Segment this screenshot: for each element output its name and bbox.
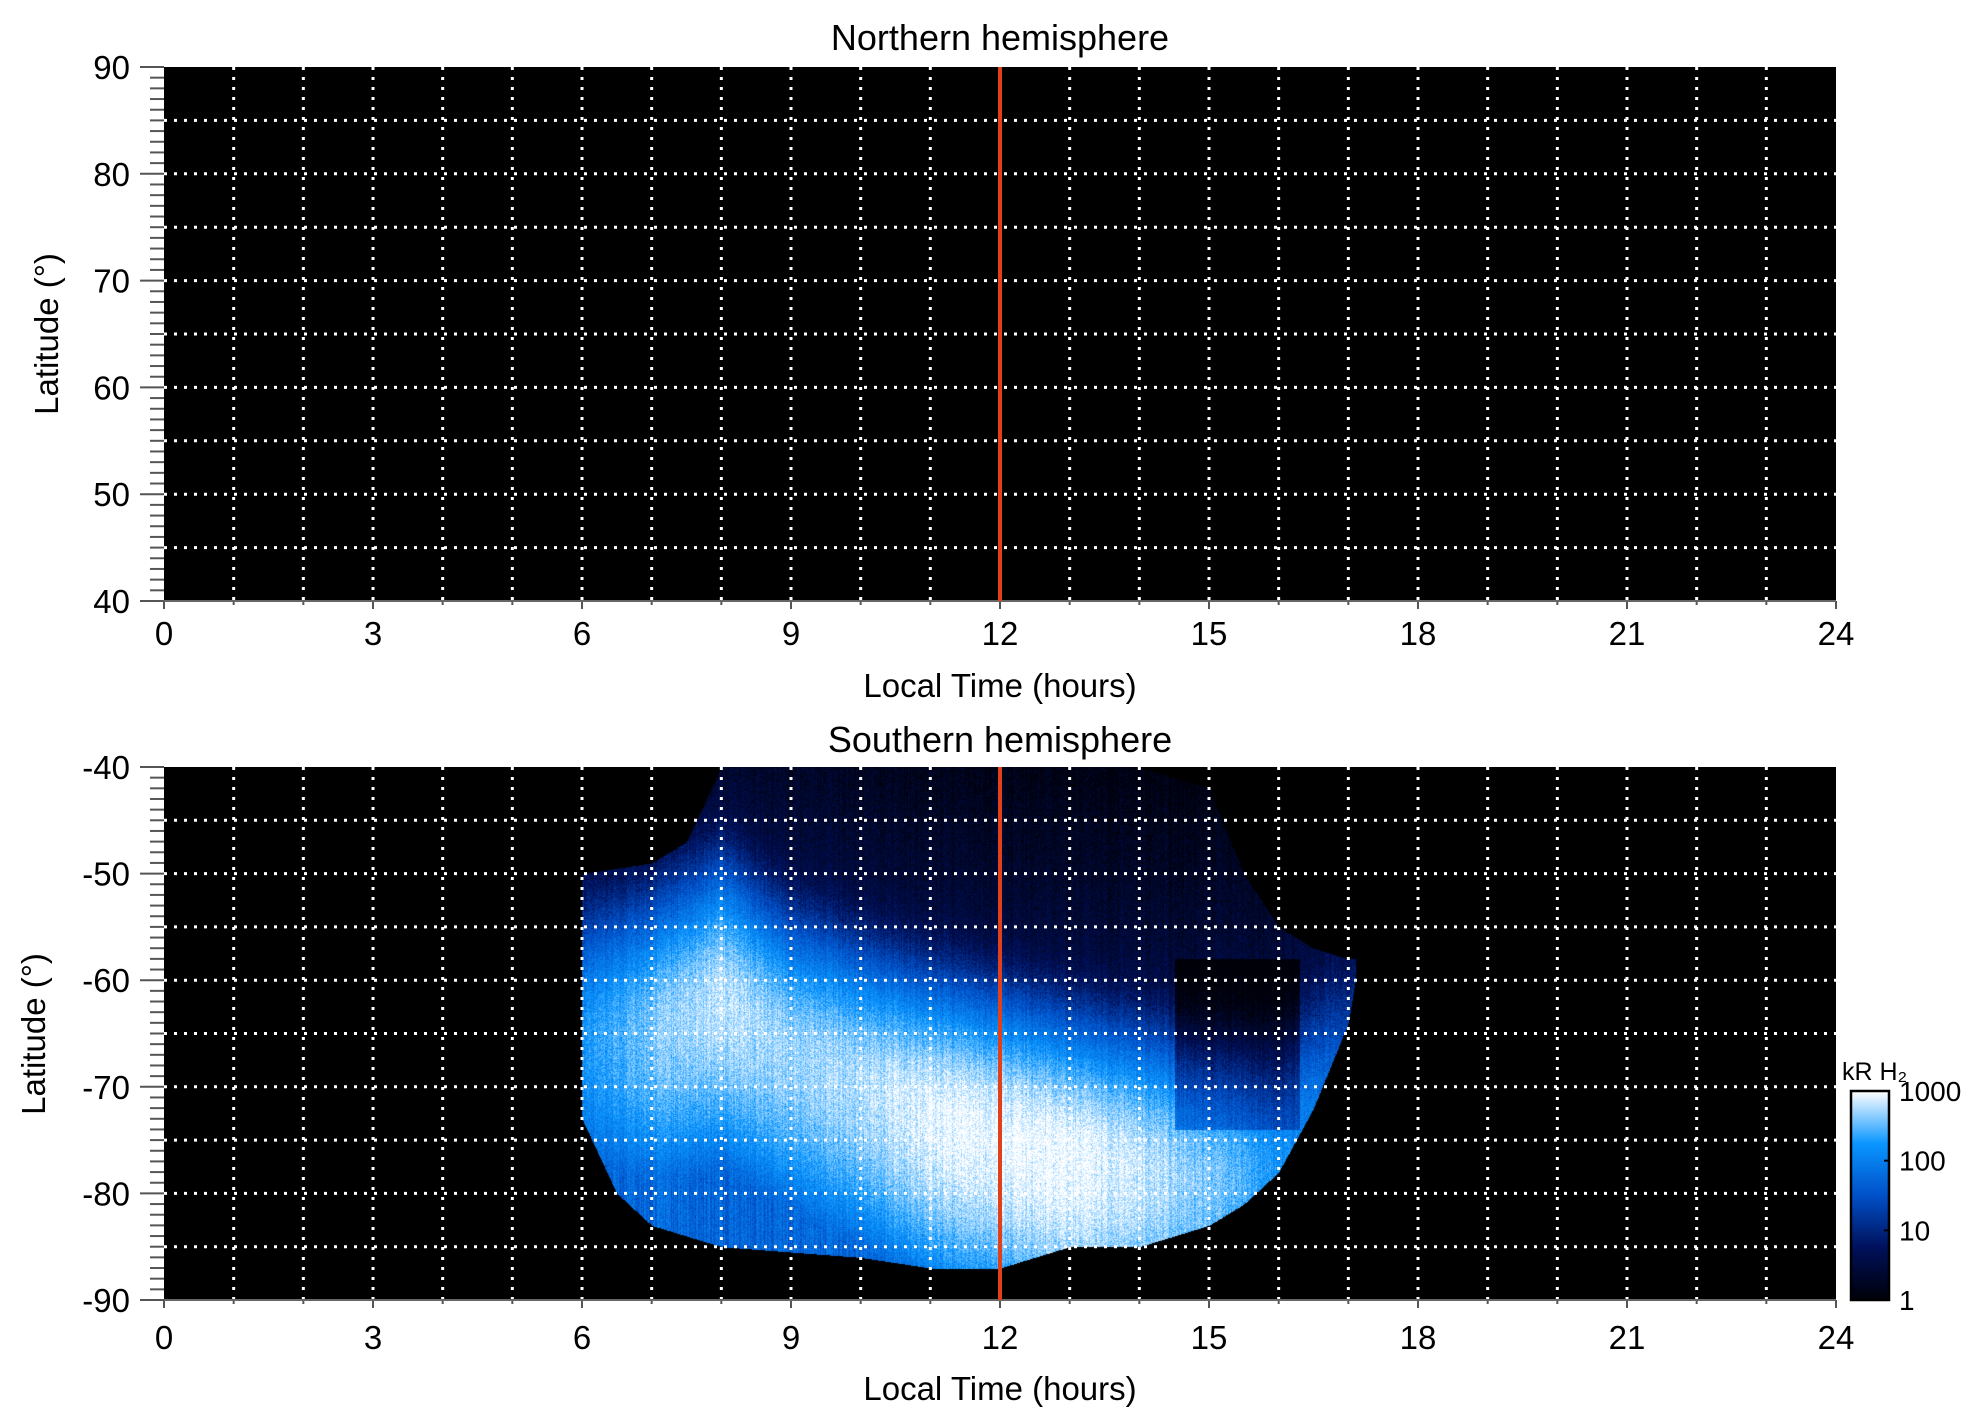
colorbar-tick-label: 10 [1899, 1215, 1930, 1246]
x-tick-label: 3 [364, 1319, 382, 1356]
x-tick-label: 12 [982, 615, 1019, 652]
x-tick-label: 3 [364, 615, 382, 652]
x-tick-label: 15 [1191, 1319, 1228, 1356]
x-tick-label: 15 [1191, 615, 1228, 652]
x-tick-label: 21 [1609, 615, 1646, 652]
northern-panel: Northern hemisphere Local Time (hours) L… [28, 17, 1854, 704]
y-tick-label: 60 [93, 369, 130, 406]
colorbar-tick-label: 1000 [1899, 1076, 1961, 1107]
southern-panel: Southern hemisphere Local Time (hours) L… [15, 719, 1854, 1407]
y-tick-label: -90 [82, 1282, 130, 1319]
southern-x-axis-label: Local Time (hours) [863, 1370, 1136, 1407]
southern-y-axis-label: Latitude (°) [15, 953, 52, 1115]
colorbar-tick-label: 100 [1899, 1146, 1946, 1177]
y-tick-label: -60 [82, 962, 130, 999]
colorbar: kR H₂ 1 10 100 1000 [1842, 1058, 1961, 1316]
x-tick-label: 18 [1400, 615, 1437, 652]
x-tick-label: 9 [782, 1319, 800, 1356]
colorbar-label: kR H₂ [1842, 1058, 1907, 1086]
y-tick-label: -50 [82, 856, 130, 893]
colorbar-gradient [1851, 1091, 1889, 1300]
y-tick-label: 80 [93, 156, 130, 193]
y-tick-label: 40 [93, 583, 130, 620]
x-tick-label: 9 [782, 615, 800, 652]
southern-title: Southern hemisphere [828, 719, 1172, 760]
y-tick-label: -40 [82, 749, 130, 786]
x-tick-label: 0 [155, 1319, 173, 1356]
x-tick-label: 12 [982, 1319, 1019, 1356]
x-tick-label: 6 [573, 1319, 591, 1356]
colorbar-tick-label: 1 [1899, 1285, 1915, 1316]
y-tick-label: 90 [93, 49, 130, 86]
northern-y-axis-label: Latitude (°) [28, 253, 65, 415]
y-tick-label: 70 [93, 263, 130, 300]
y-tick-label: 50 [93, 476, 130, 513]
x-tick-label: 18 [1400, 1319, 1437, 1356]
northern-x-axis-label: Local Time (hours) [863, 667, 1136, 704]
x-tick-label: 6 [573, 615, 591, 652]
x-tick-label: 21 [1609, 1319, 1646, 1356]
x-tick-label: 0 [155, 615, 173, 652]
northern-title: Northern hemisphere [831, 17, 1169, 58]
y-tick-label: -70 [82, 1069, 130, 1106]
y-tick-label: -80 [82, 1175, 130, 1212]
x-tick-label: 24 [1818, 615, 1855, 652]
colorbar-frame [1849, 1089, 1891, 1302]
x-tick-label: 24 [1818, 1319, 1855, 1356]
